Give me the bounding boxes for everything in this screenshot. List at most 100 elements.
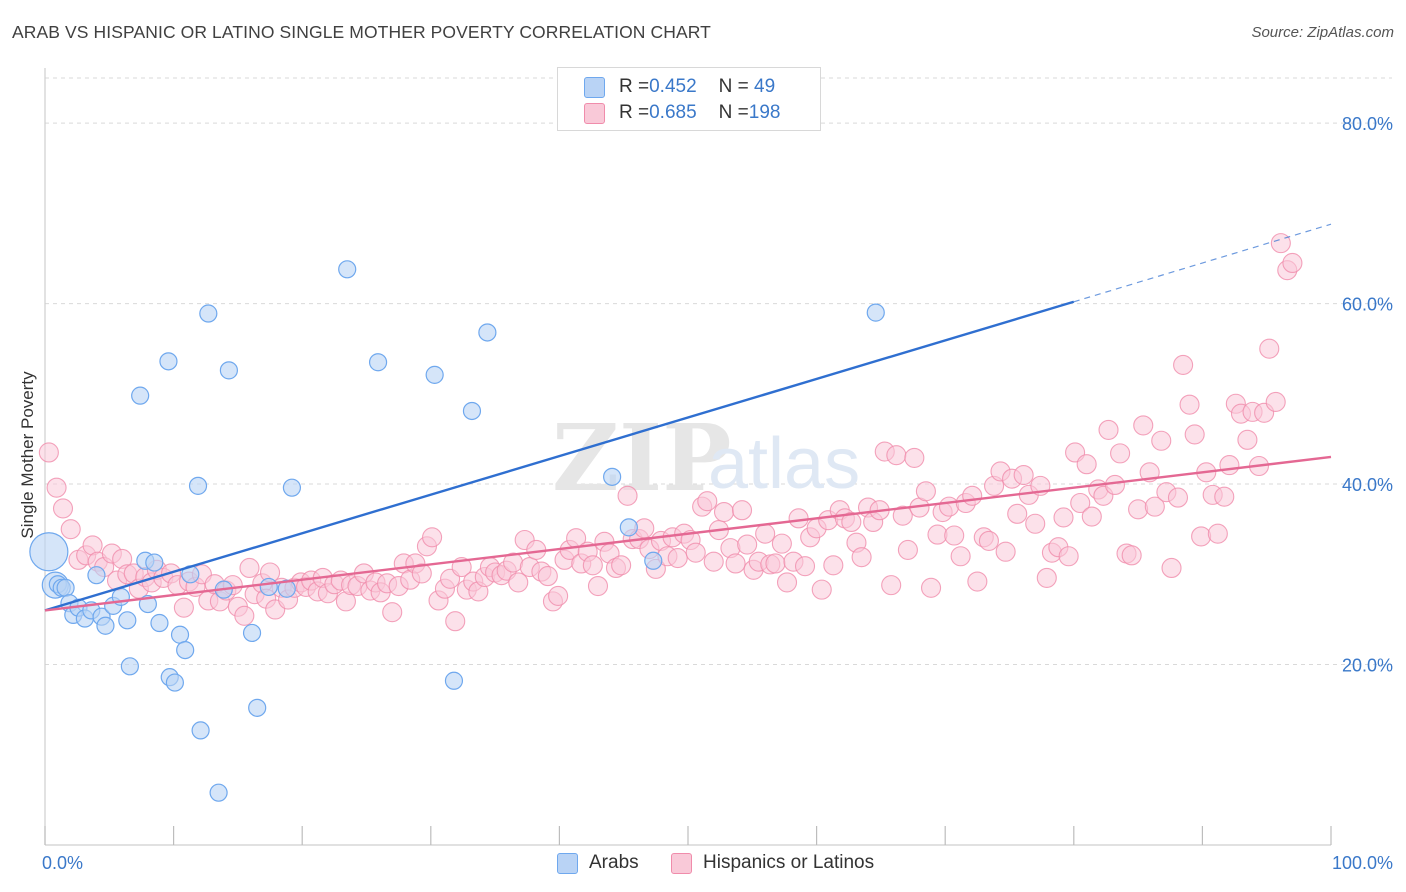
arab-point <box>145 553 164 572</box>
arab-point <box>191 721 210 740</box>
hispanic-point <box>1207 523 1228 544</box>
hispanic-point <box>1191 526 1212 547</box>
x-tick-label: 0.0% <box>42 853 83 873</box>
hispanic-point <box>881 575 902 596</box>
hispanic-point <box>1110 443 1131 464</box>
hispanic-point <box>508 572 529 593</box>
hispanic-point <box>52 498 74 519</box>
legend-n-label: N = <box>718 76 749 97</box>
hispanic-point <box>1133 415 1154 436</box>
chart-source: Source: ZipAtlas.com <box>1251 24 1394 41</box>
hispanic-point <box>967 571 988 592</box>
hispanic-point <box>1128 499 1149 520</box>
hispanic-point <box>915 481 936 502</box>
legend-n-value: 198 <box>748 102 781 123</box>
hispanic-point <box>587 575 609 597</box>
hispanic-point <box>788 508 809 529</box>
hispanic-point <box>1076 454 1097 475</box>
hispanic-point <box>962 485 983 506</box>
y-tick-label: 40.0% <box>1342 475 1393 495</box>
hispanic-point <box>411 563 432 584</box>
legend-item-hispanics[interactable]: Hispanics or Latinos <box>671 852 874 874</box>
hispanic-point <box>1161 557 1182 579</box>
hispanic-point <box>939 496 960 517</box>
hispanic-point <box>1265 391 1286 412</box>
arab-point <box>425 365 444 384</box>
correlation-legend: R = 0.452 N = 49 R = 0.685 N = 198 <box>557 67 821 131</box>
arab-point <box>159 352 178 371</box>
hispanic-point <box>897 539 918 560</box>
arabs-trend-line <box>44 300 1075 612</box>
tick-labels: 20.0% 40.0% 60.0% 80.0% 0.0% 100.0% Single Mot… <box>18 114 1393 873</box>
hispanic-point <box>927 524 948 545</box>
legend-r-label: R = <box>619 102 650 123</box>
arab-point <box>199 304 218 323</box>
hispanic-point <box>771 533 792 554</box>
hispanic-point <box>995 541 1016 562</box>
y-tick-label: 80.0% <box>1342 114 1393 134</box>
hispanic-point <box>794 556 816 577</box>
hispanic-point <box>667 548 688 569</box>
hispanic-point <box>234 605 255 626</box>
hispanic-point <box>46 477 67 498</box>
hispanic-point <box>38 442 59 463</box>
arab-point <box>619 518 638 537</box>
hispanic-point <box>703 551 724 572</box>
hispanic-point <box>1036 567 1057 588</box>
arab-point <box>219 361 238 380</box>
hispanic-point <box>1179 394 1200 415</box>
hispanic-point <box>445 611 466 632</box>
hispanics-trend-line <box>44 455 1332 612</box>
hispanic-point <box>713 501 735 523</box>
arab-point <box>277 579 296 598</box>
arab-point <box>866 303 885 322</box>
hispanic-point <box>1070 492 1091 514</box>
hispanic-point <box>1214 486 1235 507</box>
hispanic-point <box>765 553 786 574</box>
legend-row-hispanics: R = 0.685 N = 198 <box>584 101 780 125</box>
hispanic-point <box>1121 545 1142 566</box>
hispanic-point <box>944 525 965 546</box>
hispanic-point <box>617 485 638 506</box>
arab-point <box>444 671 464 690</box>
legend-r-label: R = <box>619 76 650 97</box>
arab-point <box>338 260 357 279</box>
hispanic-point <box>776 572 798 593</box>
arab-point <box>96 616 115 635</box>
trend-lines <box>44 223 1332 612</box>
arab-point <box>368 353 388 372</box>
legend-swatch-arabs <box>557 852 578 874</box>
arab-point <box>603 467 622 486</box>
arab-point <box>259 577 278 597</box>
legend-label-hispanics: Hispanics or Latinos <box>703 852 875 873</box>
hispanic-point <box>537 566 558 587</box>
hispanic-point <box>978 530 999 551</box>
hispanic-point <box>611 555 632 576</box>
hispanic-point <box>1173 354 1194 375</box>
legend-swatch-hispanics <box>584 102 605 124</box>
arab-point <box>118 611 137 630</box>
hispanic-point <box>737 534 758 555</box>
hispanic-point <box>1151 430 1172 451</box>
hispanic-point <box>731 500 753 521</box>
legend-row-arabs: R = 0.452 N = 49 <box>584 75 775 99</box>
hispanic-point <box>239 557 260 579</box>
arab-point <box>87 566 106 585</box>
hispanic-point <box>851 547 872 568</box>
arab-point <box>56 578 75 597</box>
hispanic-point <box>1270 233 1291 254</box>
watermark-atlas: atlas <box>708 424 860 504</box>
arab-point <box>209 783 228 802</box>
hispanic-point <box>950 546 971 567</box>
arab-point <box>462 401 482 421</box>
y-tick-label: 60.0% <box>1342 295 1393 315</box>
hispanic-point <box>582 555 603 576</box>
arabs-trend-extension <box>1073 223 1332 303</box>
arab-point <box>282 478 302 497</box>
hispanic-point <box>173 597 194 618</box>
arab-point <box>120 657 139 676</box>
hispanic-point <box>1013 464 1034 486</box>
legend-item-arabs[interactable]: Arabs <box>557 852 639 874</box>
legend-swatch-arabs <box>584 76 605 98</box>
chart-title: ARAB VS HISPANIC OR LATINO SINGLE MOTHER… <box>12 22 711 42</box>
